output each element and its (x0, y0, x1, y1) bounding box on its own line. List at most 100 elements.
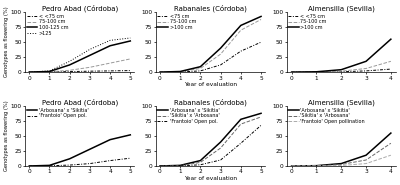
'Arbosana' x 'Sikitia' (238, 118, 243, 120)
'Sikitia' x 'Arbosana' (339, 163, 344, 166)
'Arbosana' x 'Sikitia' (88, 148, 92, 150)
Line: 75-100 cm: 75-100 cm (29, 59, 130, 72)
'Sikitia' x 'Arbosana' (388, 142, 393, 144)
'Arbosana' x 'Sikitia' (47, 164, 52, 166)
< <75 cm (339, 71, 344, 73)
Legend: <75 cm, 75-100 cm, >100 cm: <75 cm, 75-100 cm, >100 cm (157, 13, 196, 31)
'Frantoio' Open pol. (198, 164, 203, 166)
'Frantoio' Open pollination (339, 164, 344, 167)
>125 (88, 48, 92, 51)
'Arbosana' x 'Sikitia' (67, 158, 72, 160)
Line: 'Arbosana' x 'Sikitia': 'Arbosana' x 'Sikitia' (160, 113, 261, 166)
'Frantoio' Open pol. (27, 165, 32, 167)
'Frantoio' Open pol. (67, 164, 72, 166)
75-100 cm (314, 71, 319, 73)
100-125 cm (27, 71, 32, 73)
100-125 cm (128, 40, 133, 42)
75-100 cm (178, 71, 182, 73)
<75 cm (158, 71, 162, 73)
'Frantoio' Open pol. (47, 165, 52, 167)
Line: 100-125 cm: 100-125 cm (29, 41, 130, 72)
75-100 cm (218, 53, 223, 55)
'Arbosana' x 'Sikitia' (158, 165, 162, 167)
>100 cm (339, 69, 344, 71)
Line: 75-100 cm: 75-100 cm (292, 61, 391, 72)
'Frantoio' Open pol. (158, 165, 162, 167)
< <75 cm (88, 70, 92, 72)
>125 (128, 37, 133, 39)
< <75 cm (314, 71, 319, 73)
Line: >100 cm: >100 cm (292, 39, 391, 72)
75-100 cm (198, 67, 203, 70)
Line: 75-100 cm: 75-100 cm (160, 19, 261, 72)
>125 (108, 39, 112, 41)
100-125 cm (108, 45, 112, 47)
Legend: 'Arbosana' x 'Sikitia', 'Sikitia' x 'Arbosana', 'Frantoio' Open pollination: 'Arbosana' x 'Sikitia', 'Sikitia' x 'Arb… (288, 107, 365, 125)
'Frantoio' Open pol. (238, 142, 243, 144)
Line: < <75 cm: < <75 cm (292, 69, 391, 72)
'Frantoio' Open pol. (218, 159, 223, 161)
< <75 cm (388, 68, 393, 70)
75-100 cm (259, 18, 264, 21)
>100 cm (238, 24, 243, 26)
'Sikitia' x 'Arbosana' (218, 147, 223, 149)
Legend: < <75 cm, 75-100 cm, >100 cm: < <75 cm, 75-100 cm, >100 cm (288, 13, 327, 31)
Title: Almensilla (Sevilla): Almensilla (Sevilla) (308, 99, 375, 106)
>100 cm (388, 38, 393, 40)
Title: Almensilla (Sevilla): Almensilla (Sevilla) (308, 5, 375, 12)
Line: >100 cm: >100 cm (160, 16, 261, 72)
'Sikitia' x 'Arbosana' (314, 165, 319, 167)
'Sikitia' x 'Arbosana' (259, 116, 264, 118)
'Frantoio' Open pol. (259, 124, 264, 126)
Line: 'Frantoio' Open pol.: 'Frantoio' Open pol. (160, 125, 261, 166)
'Sikitia' x 'Arbosana' (289, 165, 294, 167)
X-axis label: Year of evaluation: Year of evaluation (184, 82, 237, 87)
'Arbosana' x 'Sikitia' (218, 141, 223, 143)
'Frantoio' Open pol. (88, 162, 92, 165)
75-100 cm (27, 71, 32, 73)
'Arbosana' x 'Sikitia' (128, 134, 133, 136)
'Arbosana' x 'Sikitia' (314, 165, 319, 167)
>125 (47, 70, 52, 72)
'Frantoio' Open pollination (364, 162, 368, 165)
>125 (27, 71, 32, 73)
'Frantoio' Open pol. (178, 165, 182, 167)
Legend: 'Arbosana' x 'Sikitia', 'Sikitia' x 'Arbosana', 'Frantoio' Open pol.: 'Arbosana' x 'Sikitia', 'Sikitia' x 'Arb… (157, 107, 220, 125)
100-125 cm (47, 70, 52, 73)
'Sikitia' x 'Arbosana' (178, 165, 182, 167)
Title: Pedro Abad (Córdoba): Pedro Abad (Córdoba) (42, 4, 118, 12)
< <75 cm (47, 71, 52, 73)
<75 cm (238, 50, 243, 52)
'Frantoio' Open pollination (314, 165, 319, 167)
< <75 cm (289, 71, 294, 73)
< <75 cm (27, 71, 32, 73)
'Frantoio' Open pollination (289, 165, 294, 167)
>100 cm (158, 71, 162, 73)
>100 cm (198, 66, 203, 68)
<75 cm (218, 64, 223, 66)
Line: <75 cm: <75 cm (160, 42, 261, 72)
'Frantoio' Open pollination (388, 154, 393, 156)
>100 cm (218, 47, 223, 49)
75-100 cm (289, 71, 294, 73)
'Arbosana' x 'Sikitia' (198, 159, 203, 162)
>100 cm (259, 15, 264, 18)
'Arbosana' x 'Sikitia' (27, 165, 32, 167)
'Sikitia' x 'Arbosana' (158, 165, 162, 167)
>100 cm (178, 70, 182, 73)
75-100 cm (128, 58, 133, 60)
'Frantoio' Open pol. (128, 157, 133, 159)
Title: Rabanales (Córdoba): Rabanales (Córdoba) (174, 98, 247, 106)
75-100 cm (388, 60, 393, 62)
Legend: 'Arbosana' x 'Sikitia', 'Frantoio' Open pol.: 'Arbosana' x 'Sikitia', 'Frantoio' Open … (26, 107, 89, 119)
'Arbosana' x 'Sikitia' (259, 112, 264, 115)
< <75 cm (67, 70, 72, 73)
'Frantoio' Open pol. (108, 159, 112, 162)
Legend: < <75 cm, 75-100 cm, 100-125 cm, >125: < <75 cm, 75-100 cm, 100-125 cm, >125 (26, 13, 69, 36)
'Arbosana' x 'Sikitia' (339, 162, 344, 165)
75-100 cm (108, 62, 112, 64)
<75 cm (178, 71, 182, 73)
<75 cm (259, 41, 264, 43)
Title: Pedro Abad (Córdoba): Pedro Abad (Córdoba) (42, 98, 118, 106)
100-125 cm (88, 54, 92, 56)
